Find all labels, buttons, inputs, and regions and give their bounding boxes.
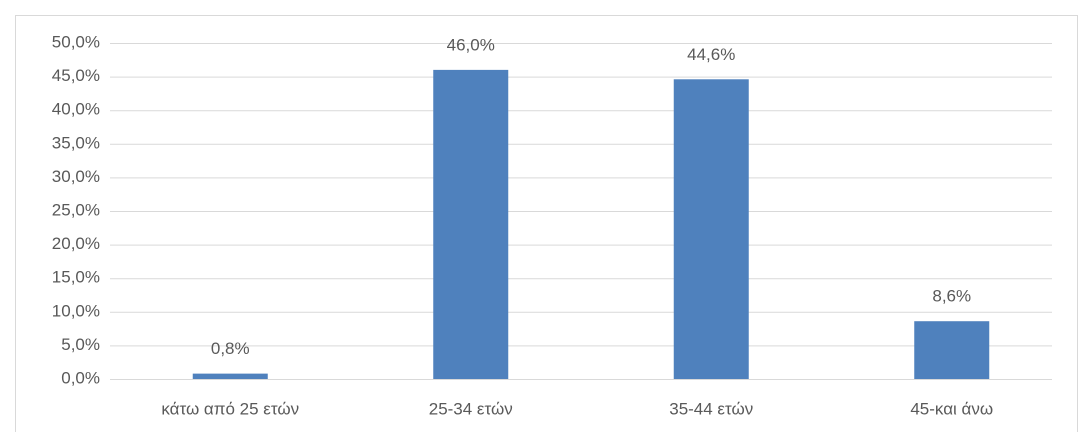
y-tick-label: 5,0% — [61, 335, 100, 354]
y-tick-label: 15,0% — [52, 268, 100, 287]
x-tick-label: 25-34 ετών — [429, 399, 513, 418]
y-tick-label: 0,0% — [61, 368, 100, 387]
bar — [673, 79, 749, 380]
y-tick-label: 50,0% — [52, 32, 100, 51]
y-tick-label: 25,0% — [52, 200, 100, 219]
x-tick-label: 45-και άνω — [910, 399, 993, 418]
y-tick-label: 10,0% — [52, 301, 100, 320]
x-tick-label: κάτω από 25 ετών — [161, 399, 299, 418]
data-label: 46,0% — [447, 35, 495, 54]
data-label: 8,6% — [932, 287, 971, 306]
y-tick-label: 30,0% — [52, 167, 100, 186]
y-tick-label: 40,0% — [52, 100, 100, 119]
bar — [914, 321, 990, 379]
x-tick-label: 35-44 ετών — [669, 399, 753, 418]
data-label: 44,6% — [687, 45, 735, 64]
y-tick-label: 35,0% — [52, 133, 100, 152]
chart-border — [15, 15, 1078, 432]
y-tick-label: 20,0% — [52, 234, 100, 253]
bar — [192, 373, 268, 379]
y-tick-label: 45,0% — [52, 66, 100, 85]
bar — [433, 69, 509, 379]
data-label: 0,8% — [211, 339, 250, 358]
